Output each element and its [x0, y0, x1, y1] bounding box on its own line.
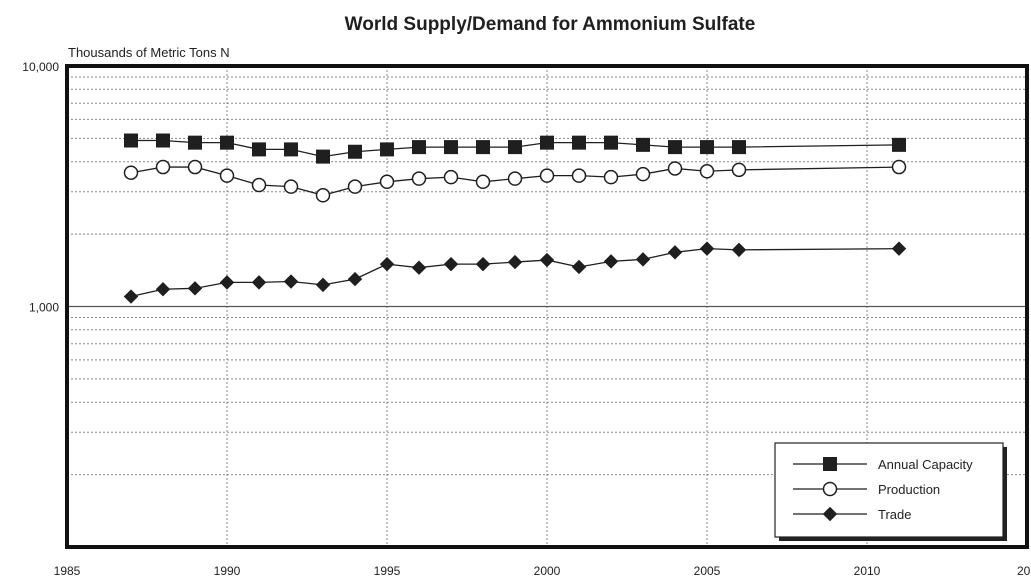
series-annual-capacity	[124, 133, 906, 164]
data-point	[187, 159, 203, 175]
y-tick-label: 10,000	[22, 60, 59, 74]
data-point	[891, 241, 907, 256]
data-point	[475, 174, 491, 190]
chart-title: World Supply/Demand for Ammonium Sulfate	[344, 14, 756, 35]
data-point	[540, 135, 554, 150]
legend-label: Annual Capacity	[878, 457, 973, 472]
data-point	[315, 188, 331, 203]
data-point	[315, 277, 331, 293]
x-tick-label: 2010	[854, 564, 881, 578]
data-point	[507, 254, 523, 270]
data-point	[507, 171, 523, 186]
data-point	[731, 242, 747, 258]
data-point	[700, 140, 714, 155]
x-tick-label: 1995	[374, 564, 401, 578]
data-point	[187, 281, 203, 296]
data-point	[220, 135, 234, 150]
data-point	[379, 256, 395, 272]
data-point	[251, 177, 267, 193]
data-point	[699, 241, 715, 256]
data-point	[284, 142, 298, 157]
data-point	[571, 259, 587, 275]
data-point	[636, 137, 650, 152]
plot-frame	[65, 64, 1029, 549]
grid-lines	[67, 66, 1027, 547]
y-axis-label: Thousands of Metric Tons N	[68, 45, 230, 60]
legend-label: Trade	[878, 507, 911, 522]
data-point	[444, 140, 458, 155]
y-tick-label: 1,000	[29, 301, 59, 315]
data-point	[508, 140, 522, 155]
data-point	[283, 274, 299, 289]
legend-marker	[822, 506, 838, 522]
data-point	[411, 171, 427, 186]
data-point	[156, 133, 170, 148]
data-point	[604, 135, 618, 150]
data-point	[443, 169, 459, 185]
data-point	[572, 135, 586, 150]
data-point	[283, 179, 299, 194]
data-point	[219, 275, 235, 290]
x-tick-label: 1990	[214, 564, 241, 578]
data-point	[668, 140, 682, 155]
data-point	[347, 271, 363, 287]
x-axis-ticks: 1985 1990 1995 2000 2005 2010 201	[54, 564, 1031, 578]
data-point	[380, 142, 394, 157]
legend: Annual Capacity Production Trade	[774, 442, 1007, 541]
data-point	[539, 252, 555, 268]
series-production	[123, 159, 907, 203]
data-point	[476, 140, 490, 155]
data-point	[475, 256, 491, 272]
data-point	[603, 169, 619, 185]
data-point	[892, 137, 906, 152]
legend-label: Production	[878, 482, 940, 497]
data-point	[667, 245, 683, 260]
data-point	[571, 168, 587, 183]
data-point	[124, 133, 138, 148]
data-point	[188, 135, 202, 150]
data-point	[699, 164, 715, 179]
x-tick-label: 1985	[54, 564, 81, 578]
data-point	[539, 168, 555, 183]
legend-marker	[823, 457, 837, 471]
data-point	[155, 282, 171, 297]
data-point	[348, 144, 362, 159]
data-point	[731, 162, 747, 178]
data-point	[667, 161, 683, 176]
data-point	[219, 168, 235, 183]
data-point	[251, 275, 267, 290]
data-point	[891, 159, 907, 175]
data-point	[635, 166, 651, 182]
x-tick-label: 201	[1017, 564, 1031, 578]
series-trade	[123, 241, 907, 304]
data-point	[379, 174, 395, 190]
series-layer	[123, 133, 907, 304]
data-point	[347, 179, 363, 194]
data-point	[411, 260, 427, 275]
data-point	[443, 256, 459, 272]
data-point	[635, 252, 651, 267]
data-point	[155, 159, 171, 175]
y-axis-ticks: 1,000 10,000	[22, 60, 59, 315]
data-point	[123, 289, 139, 304]
data-point	[252, 142, 266, 157]
legend-marker	[822, 481, 838, 497]
data-point	[603, 254, 619, 269]
x-tick-label: 2000	[534, 564, 561, 578]
data-point	[123, 165, 139, 180]
data-point	[316, 149, 330, 164]
data-point	[732, 140, 746, 155]
data-point	[412, 140, 426, 155]
x-tick-label: 2005	[694, 564, 721, 578]
legend-box	[774, 442, 1004, 538]
